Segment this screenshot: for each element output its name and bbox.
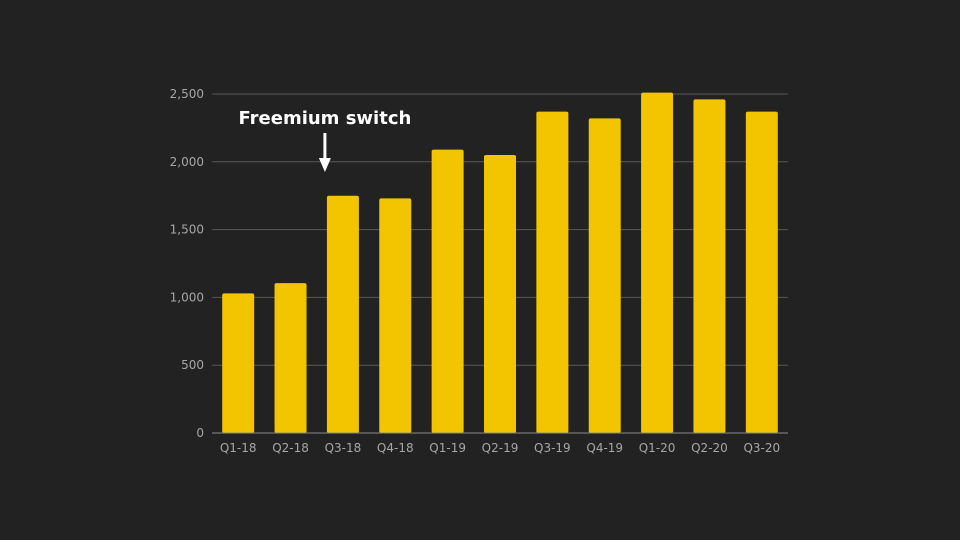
x-tick-label: Q1-18 [220,441,257,455]
y-tick-label: 1,000 [170,290,204,304]
bar-q3-19 [536,111,569,434]
bar-q2-19 [484,155,516,433]
y-tick-label: 1,500 [170,223,204,237]
bar-q1-20 [641,92,674,434]
bar-q1-18 [222,293,255,433]
annotation-label: Freemium switch [239,108,412,129]
x-tick-label: Q2-19 [482,441,519,455]
y-tick-label: 2,000 [170,155,204,169]
x-tick-label: Q2-20 [691,441,728,455]
arrow-down-icon [318,158,331,172]
bar-q4-18 [379,198,412,433]
x-tick-label: Q3-18 [325,441,362,455]
x-tick-label: Q2-18 [272,441,309,455]
x-tick-label: Q4-18 [377,441,414,455]
bar-q3-20 [745,111,778,434]
x-tick-label: Q4-19 [586,441,623,455]
x-tick-label: Q1-20 [639,441,676,455]
bar-q4-19 [588,118,621,434]
bar-q2-20 [693,99,726,433]
y-tick-label: 0 [196,426,204,440]
y-tick-label: 2,500 [170,87,204,101]
x-tick-label: Q3-19 [534,441,571,455]
axes: 0 500 1,000 1,500 2,000 2,500 Q1-18 Q2-18 Q3-18 Q… [170,87,788,455]
bar-q2-18 [274,283,307,433]
bar-q3-18 [326,195,359,433]
annotations: Freemium switch [239,108,412,172]
bars [222,92,778,434]
y-tick-label: 500 [181,358,204,372]
x-tick-label: Q3-20 [743,441,780,455]
bar-q1-19 [431,149,464,433]
x-tick-label: Q1-19 [429,441,466,455]
